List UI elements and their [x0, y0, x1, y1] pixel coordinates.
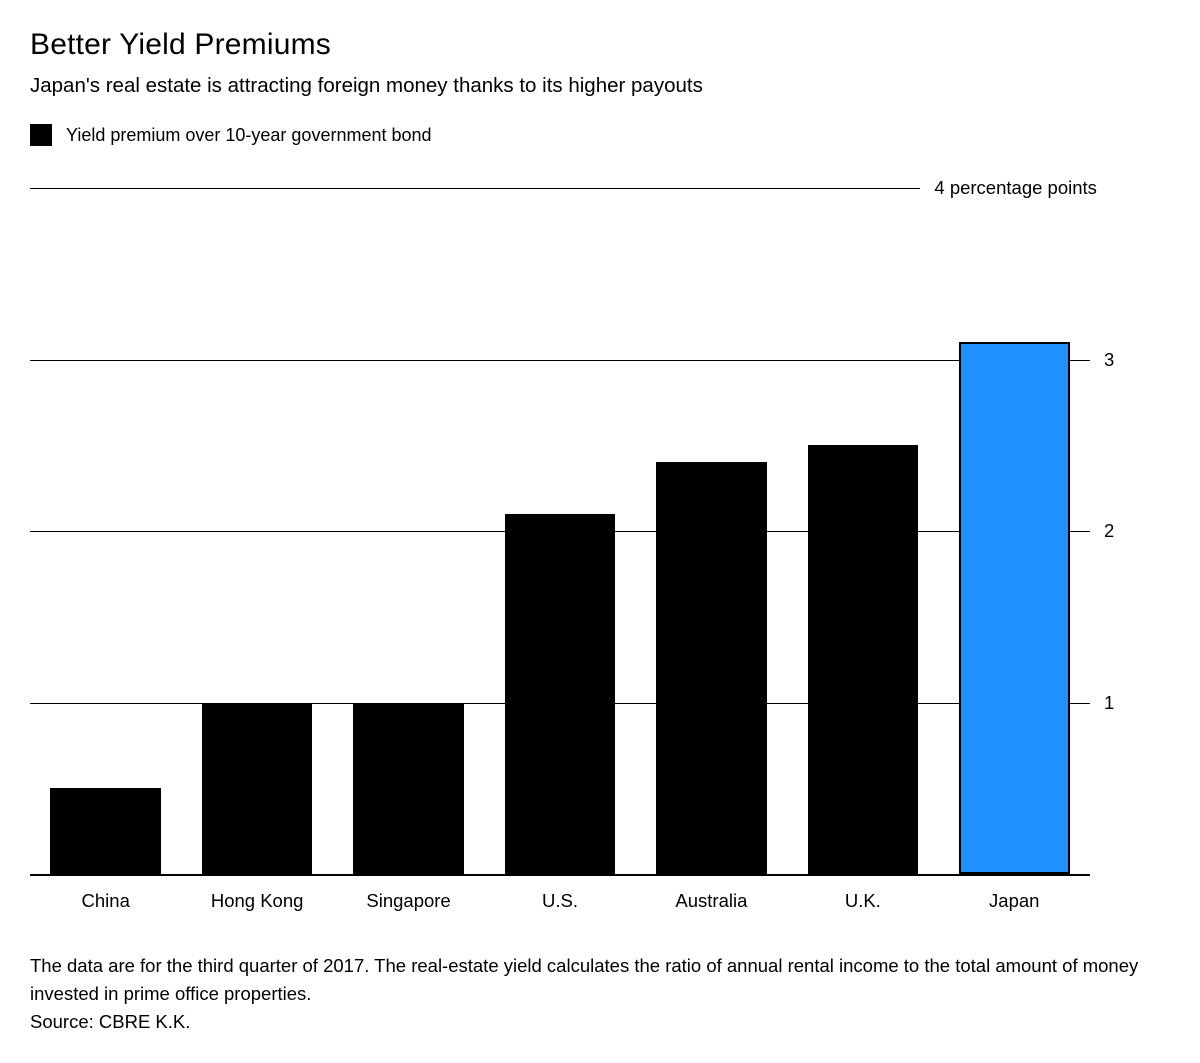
y-tick-label-3: 3 — [1104, 348, 1115, 370]
x-axis-label-u-k-: U.K. — [844, 890, 881, 911]
x-axis-labels: China Hong Kong Singapore U.S. Australia U.K.… — [30, 890, 1090, 912]
x-axis-label-australia: Australia — [675, 890, 748, 911]
source: Source: CBRE K.K. — [30, 1010, 191, 1032]
chart-subtitle: Japan's real estate is attracting foreig… — [30, 74, 703, 97]
footnote: The data are for the third quarter of 20… — [30, 955, 1139, 1004]
footer: The data are for the third quarter of 20… — [30, 952, 1170, 1035]
plot-area: 1 2 3 4 percentage points — [30, 177, 1114, 876]
legend-swatch-icon — [30, 124, 52, 146]
bar-australia — [656, 462, 767, 874]
bar-hong-kong — [201, 702, 313, 874]
x-axis-label-japan: Japan — [989, 890, 1040, 911]
y-tick-label-2: 2 — [1104, 519, 1115, 541]
bar-u-k- — [807, 445, 919, 874]
x-axis-label-hong-kong: Hong Kong — [210, 890, 304, 911]
x-axis-label-u-s-: U.S. — [541, 890, 578, 911]
legend: Yield premium over 10-year government bo… — [30, 124, 1170, 146]
bar-japan — [959, 342, 1070, 874]
bar-u-s- — [504, 513, 616, 874]
gridline-3: 3 — [30, 348, 1114, 369]
x-axis-label-singapore: Singapore — [366, 890, 451, 911]
x-axis-label-china: China — [81, 890, 130, 911]
gridline-4: 4 percentage points — [30, 177, 1097, 198]
legend-label: Yield premium over 10-year government bo… — [66, 124, 432, 145]
chart-title: Better Yield Premiums — [30, 28, 331, 61]
bar-chart: 1 2 3 4 percentage points China Hong Kong Sin… — [30, 177, 1114, 912]
bar-singapore — [353, 702, 464, 874]
bar-china — [50, 788, 161, 874]
y-tick-label-1: 1 — [1104, 691, 1115, 713]
y-tick-label-4: 4 percentage points — [934, 176, 1097, 198]
